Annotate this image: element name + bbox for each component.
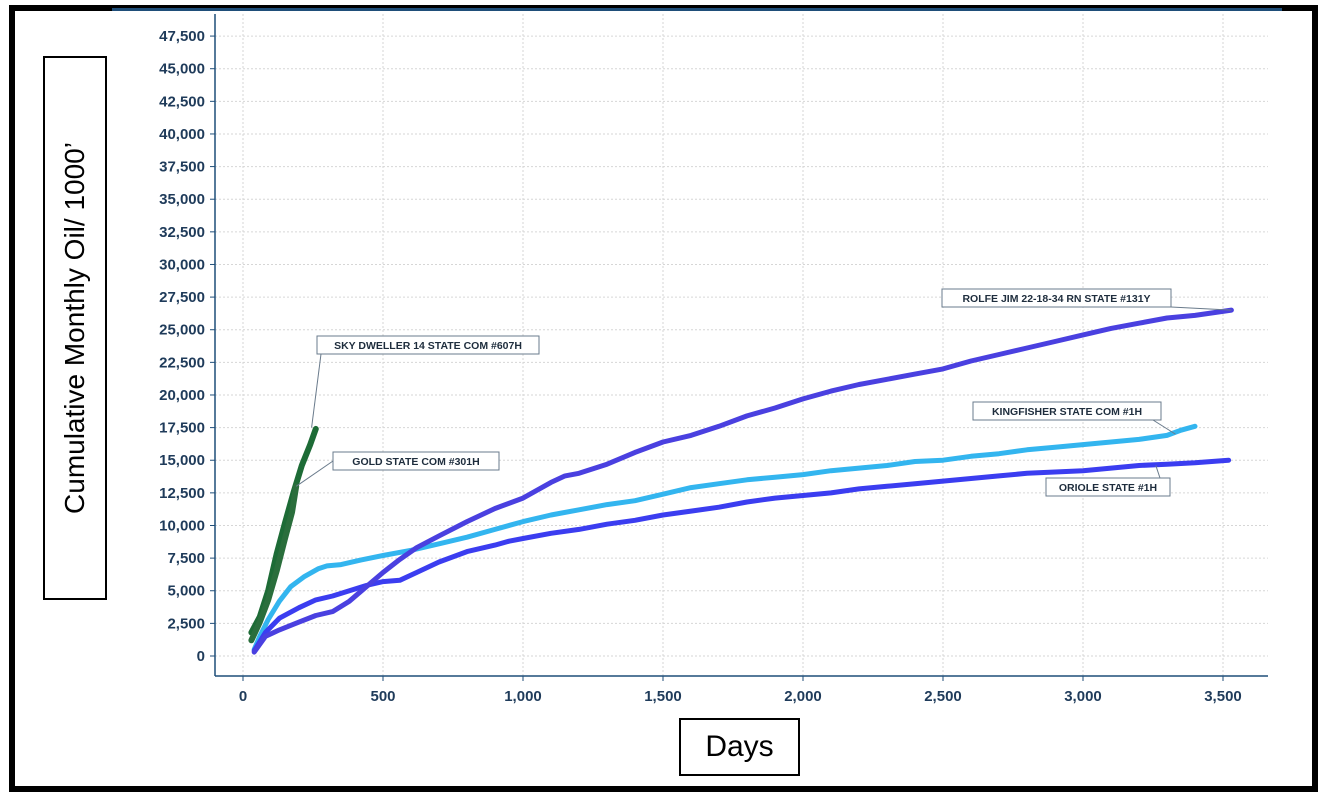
annotation-box	[1045, 477, 1171, 497]
grid-lines	[215, 14, 1268, 676]
axes	[210, 14, 1268, 681]
y-tick-label: 2,500	[167, 615, 205, 632]
annotation-leader	[1152, 419, 1176, 435]
annotation-leader	[1170, 306, 1232, 311]
x-tick-label: 500	[370, 688, 395, 705]
y-tick-label: 15,000	[159, 452, 205, 469]
top-border-line	[112, 8, 1282, 11]
y-tick-label: 30,000	[159, 256, 205, 273]
series-lines	[248, 307, 1234, 655]
y-tick-label: 37,500	[159, 159, 205, 176]
y-tick-label: 45,000	[159, 61, 205, 78]
y-tick-label: 27,500	[159, 289, 205, 306]
annotation-label: ORIOLE STATE #1H	[1059, 482, 1157, 494]
y-axis-label-box: Cumulative Monthly Oil/ 1000’	[43, 56, 107, 600]
y-tick-label: 42,500	[159, 93, 205, 110]
y-tick-label: 10,000	[159, 517, 205, 534]
y-tick-label: 32,500	[159, 224, 205, 241]
y-tick-label: 40,000	[159, 126, 205, 143]
y-tick-label: 17,500	[159, 420, 205, 437]
annotation-label: KINGFISHER STATE COM #1H	[992, 406, 1142, 418]
x-tick-label: 2,000	[784, 688, 822, 705]
x-tick-label: 0	[239, 688, 247, 705]
series-line	[251, 307, 1234, 655]
x-tick-label: 3,000	[1064, 688, 1102, 705]
annotation-label: GOLD STATE COM #301H	[352, 456, 479, 468]
y-tick-labels: 0 2,500 5,000 7,500 10,000 12,500 15,000 17,500…	[159, 28, 205, 665]
series-line	[251, 423, 1198, 652]
annotation-box	[972, 401, 1162, 421]
annotation-box	[332, 451, 500, 471]
y-tick-label: 22,500	[159, 354, 205, 371]
series-line	[251, 457, 1232, 654]
y-tick-label: 20,000	[159, 387, 205, 404]
x-axis-label-box: Days	[679, 718, 800, 776]
y-tick-label: 12,500	[159, 485, 205, 502]
annotation-label: SKY DWELLER 14 STATE COM #607H	[334, 340, 522, 352]
y-tick-label: 5,000	[167, 583, 205, 600]
y-tick-label: 7,500	[167, 550, 205, 567]
series-line	[248, 483, 300, 644]
y-tick-label: 35,000	[159, 191, 205, 208]
y-tick-label: 0	[197, 648, 205, 665]
x-tick-labels: 0 500 1,000 1,500 2,000 2,500 3,000 3,500	[239, 688, 1242, 705]
x-tick-label: 2,500	[924, 688, 962, 705]
y-axis-label: Cumulative Monthly Oil/ 1000’	[59, 142, 90, 514]
annotations: SKY DWELLER 14 STATE COM #607H GOLD STATE…	[295, 288, 1232, 497]
annotation-box	[316, 335, 540, 355]
x-axis-label: Days	[705, 730, 774, 763]
x-tick-label: 1,000	[504, 688, 542, 705]
annotation-box	[941, 288, 1172, 308]
annotation-leader	[311, 353, 322, 428]
x-tick-label: 1,500	[644, 688, 682, 705]
annotation-label: ROLFE JIM 22-18-34 RN STATE #131Y	[962, 293, 1150, 305]
annotation-leader	[1155, 465, 1161, 479]
y-tick-label: 47,500	[159, 28, 205, 45]
annotation-leader	[295, 460, 334, 487]
x-tick-label: 3,500	[1204, 688, 1242, 705]
y-tick-label: 25,000	[159, 322, 205, 339]
